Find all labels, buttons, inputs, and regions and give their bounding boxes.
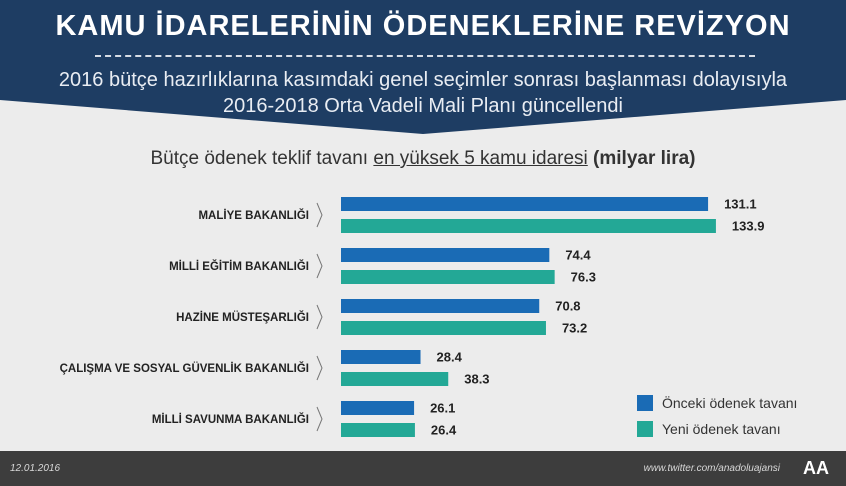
category-label: MİLLİ EĞİTİM BAKANLIĞI: [169, 260, 309, 273]
bar-previous: [341, 350, 421, 364]
bar-previous: [341, 248, 550, 262]
chart-heading-part2: en yüksek 5 kamu idaresi: [373, 148, 588, 169]
page-title: KAMU İDARELERİNİN ÖDENEKLERİNE REVİZYON: [55, 10, 791, 42]
category-bracket: [316, 253, 323, 279]
subtitle-line-1: 2016 bütçe hazırlıklarına kasımdaki gene…: [58, 69, 788, 91]
category-bracket: [316, 355, 323, 381]
bar-new: [341, 219, 716, 233]
data-label: 74.4: [565, 247, 591, 262]
chart-heading-part3: (milyar lira): [587, 148, 696, 169]
data-label: 133.9: [732, 218, 765, 233]
header-divider: [95, 55, 755, 57]
data-label: 26.4: [431, 422, 457, 437]
bar-new: [341, 270, 555, 284]
category-bracket: [316, 202, 323, 228]
bar-new: [341, 321, 546, 335]
legend-label-previous: Önceki ödenek tavanı: [662, 395, 798, 411]
category-label: MALİYE BAKANLIĞI: [198, 209, 309, 222]
category-label: ÇALIŞMA VE SOSYAL GÜVENLİK BAKANLIĞI: [60, 362, 309, 375]
data-label: 28.4: [437, 349, 463, 364]
chart-heading: Bütçe ödenek teklif tavanı en yüksek 5 k…: [0, 148, 846, 170]
legend-label-new: Yeni ödenek tavanı: [662, 421, 781, 437]
subtitle-line-2: 2016-2018 Orta Vadeli Mali Planı güncell…: [223, 95, 623, 117]
category-bracket: [316, 304, 323, 330]
data-label: 26.1: [430, 400, 455, 415]
data-label: 38.3: [464, 371, 489, 386]
footer-bar: 12.01.2016 www.twitter.com/anadoluajansi…: [0, 451, 846, 486]
footer-date: 12.01.2016: [10, 463, 61, 474]
data-label: 76.3: [571, 269, 596, 284]
category-bracket: [316, 406, 323, 432]
data-label: 131.1: [724, 196, 757, 211]
bar-chart: MALİYE BAKANLIĞI 131.1 133.9 MİLLİ EĞİTİM B…: [60, 196, 765, 437]
aa-logo: AA: [803, 458, 829, 478]
footer-twitter-link[interactable]: www.twitter.com/anadoluajansi: [643, 463, 780, 474]
legend-item-previous: Önceki ödenek tavanı: [637, 395, 797, 411]
category-label: HAZİNE MÜSTEŞARLIĞI: [176, 311, 309, 324]
bar-new: [341, 423, 415, 437]
data-label: 70.8: [555, 298, 580, 313]
legend-swatch-new: [637, 421, 653, 437]
bar-previous: [341, 299, 540, 313]
legend-swatch-previous: [637, 395, 653, 411]
data-label: 73.2: [562, 320, 587, 335]
legend-item-new: Yeni ödenek tavanı: [637, 421, 781, 437]
category-label: MİLLİ SAVUNMA BAKANLIĞI: [152, 413, 309, 426]
bar-new: [341, 372, 449, 386]
bar-previous: [341, 197, 709, 211]
chart-heading-part1: Bütçe ödenek teklif tavanı: [150, 148, 374, 169]
bar-previous: [341, 401, 415, 415]
